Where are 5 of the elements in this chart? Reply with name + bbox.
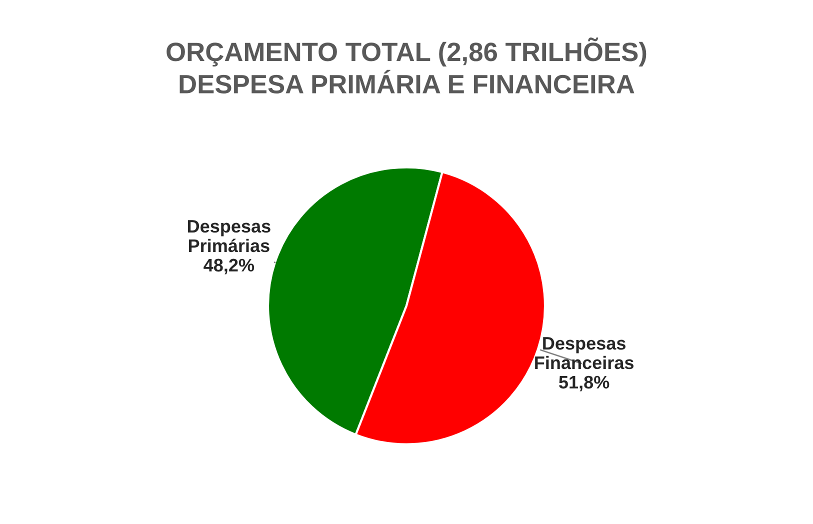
data-label: 51,8% [559,376,610,392]
slice-label: Despesas Financeiras [535,337,634,370]
data-label: 48,2% [204,258,254,274]
chart-title: ORÇAMENTO TOTAL (2,86 TRILHÕES) DESPESA PRIMÁRIA E FINANCEIRA [166,38,646,94]
slice-label: Despesas Primárias [188,220,270,252]
